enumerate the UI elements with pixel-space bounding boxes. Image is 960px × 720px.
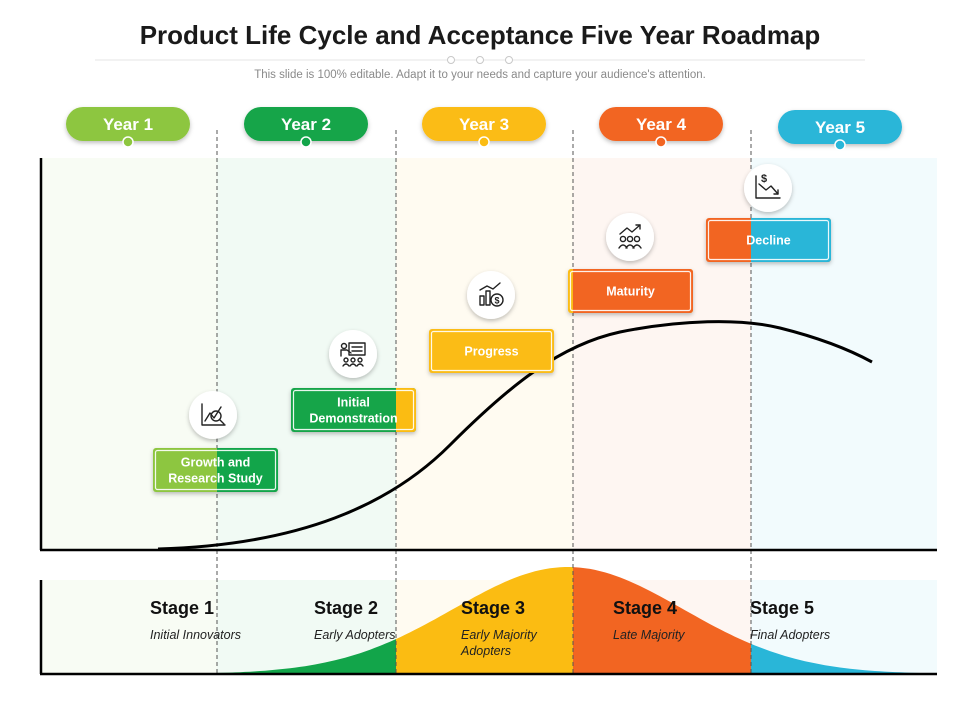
phase-label: Decline: [746, 234, 791, 248]
stage-title: Stage 3: [461, 598, 525, 618]
year-label: Year 3: [459, 115, 509, 134]
phase-step: Initial Demonstration: [291, 388, 416, 432]
decorative-dots: [447, 56, 513, 64]
svg-text:$: $: [761, 173, 767, 185]
icon-bubble: [189, 391, 237, 439]
year-marker-dot: [122, 136, 134, 148]
svg-text:$: $: [494, 296, 499, 306]
page-subtitle: This slide is 100% editable. Adapt it to…: [254, 69, 706, 81]
presentation-icon: [340, 342, 366, 367]
team-growth-icon: [618, 224, 642, 249]
phase-label: Progress: [464, 345, 518, 359]
dollar-decline-icon: $: [755, 173, 781, 199]
icon-bubble: [467, 271, 515, 319]
stage-description: Early Adopters: [314, 628, 396, 642]
stage-description: Adopters: [460, 644, 511, 658]
stage-description: Initial Innovators: [150, 628, 241, 642]
life-cycle-curve: [157, 320, 873, 551]
phase-label: Research Study: [168, 472, 263, 486]
phase-step: Growth and Research Study: [153, 448, 278, 492]
year-label: Year 2: [281, 115, 331, 134]
stage-description: Late Majority: [613, 628, 685, 642]
axes: [39, 158, 937, 676]
year-marker-dot: [478, 136, 490, 148]
stage-title: Stage 1: [150, 598, 214, 618]
progress-chart-icon: $: [479, 282, 504, 307]
year-marker-dot: [300, 136, 312, 148]
year-marker-dot: [834, 139, 846, 151]
phase-step: Decline: [706, 218, 831, 262]
stage-title: Stage 2: [314, 598, 378, 618]
year-pill: Year 4: [599, 107, 723, 148]
column-bg-top: [573, 158, 751, 550]
phase-label: Initial: [337, 396, 370, 410]
column-bg-bottom: [41, 580, 217, 674]
phase-label: Maturity: [606, 285, 655, 299]
phase-steps: Growth and Research Study Initial Demonstra…: [153, 164, 831, 492]
column-bg-top: [751, 158, 937, 550]
page-title: Product Life Cycle and Acceptance Five Y…: [140, 20, 821, 50]
year-label: Year 1: [103, 115, 153, 134]
phase-label: Growth and: [181, 456, 250, 470]
stage-labels: Stage 1 Initial Innovators Stage 2 Early Ad…: [150, 598, 830, 658]
year-pills: Year 1 Year 2 Year 3 Year 4 Year 5: [66, 107, 902, 151]
year-pill: Year 2: [244, 107, 368, 148]
phase-step: Progress: [429, 329, 554, 373]
year-pill: Year 1: [66, 107, 190, 148]
year-marker-dot: [655, 136, 667, 148]
phase-label: Demonstration: [309, 412, 397, 426]
stage-description: Early Majority: [461, 628, 537, 642]
stage-description: Final Adopters: [750, 628, 830, 642]
year-pill: Year 3: [422, 107, 546, 148]
icon-bubble: [329, 330, 377, 378]
stage-title: Stage 5: [750, 598, 814, 618]
research-chart-icon: [201, 403, 226, 426]
year-label: Year 4: [636, 115, 687, 134]
stage-title: Stage 4: [613, 598, 677, 618]
year-pill: Year 5: [778, 110, 902, 151]
phase-step: Maturity: [568, 269, 693, 313]
year-label: Year 5: [815, 118, 865, 137]
